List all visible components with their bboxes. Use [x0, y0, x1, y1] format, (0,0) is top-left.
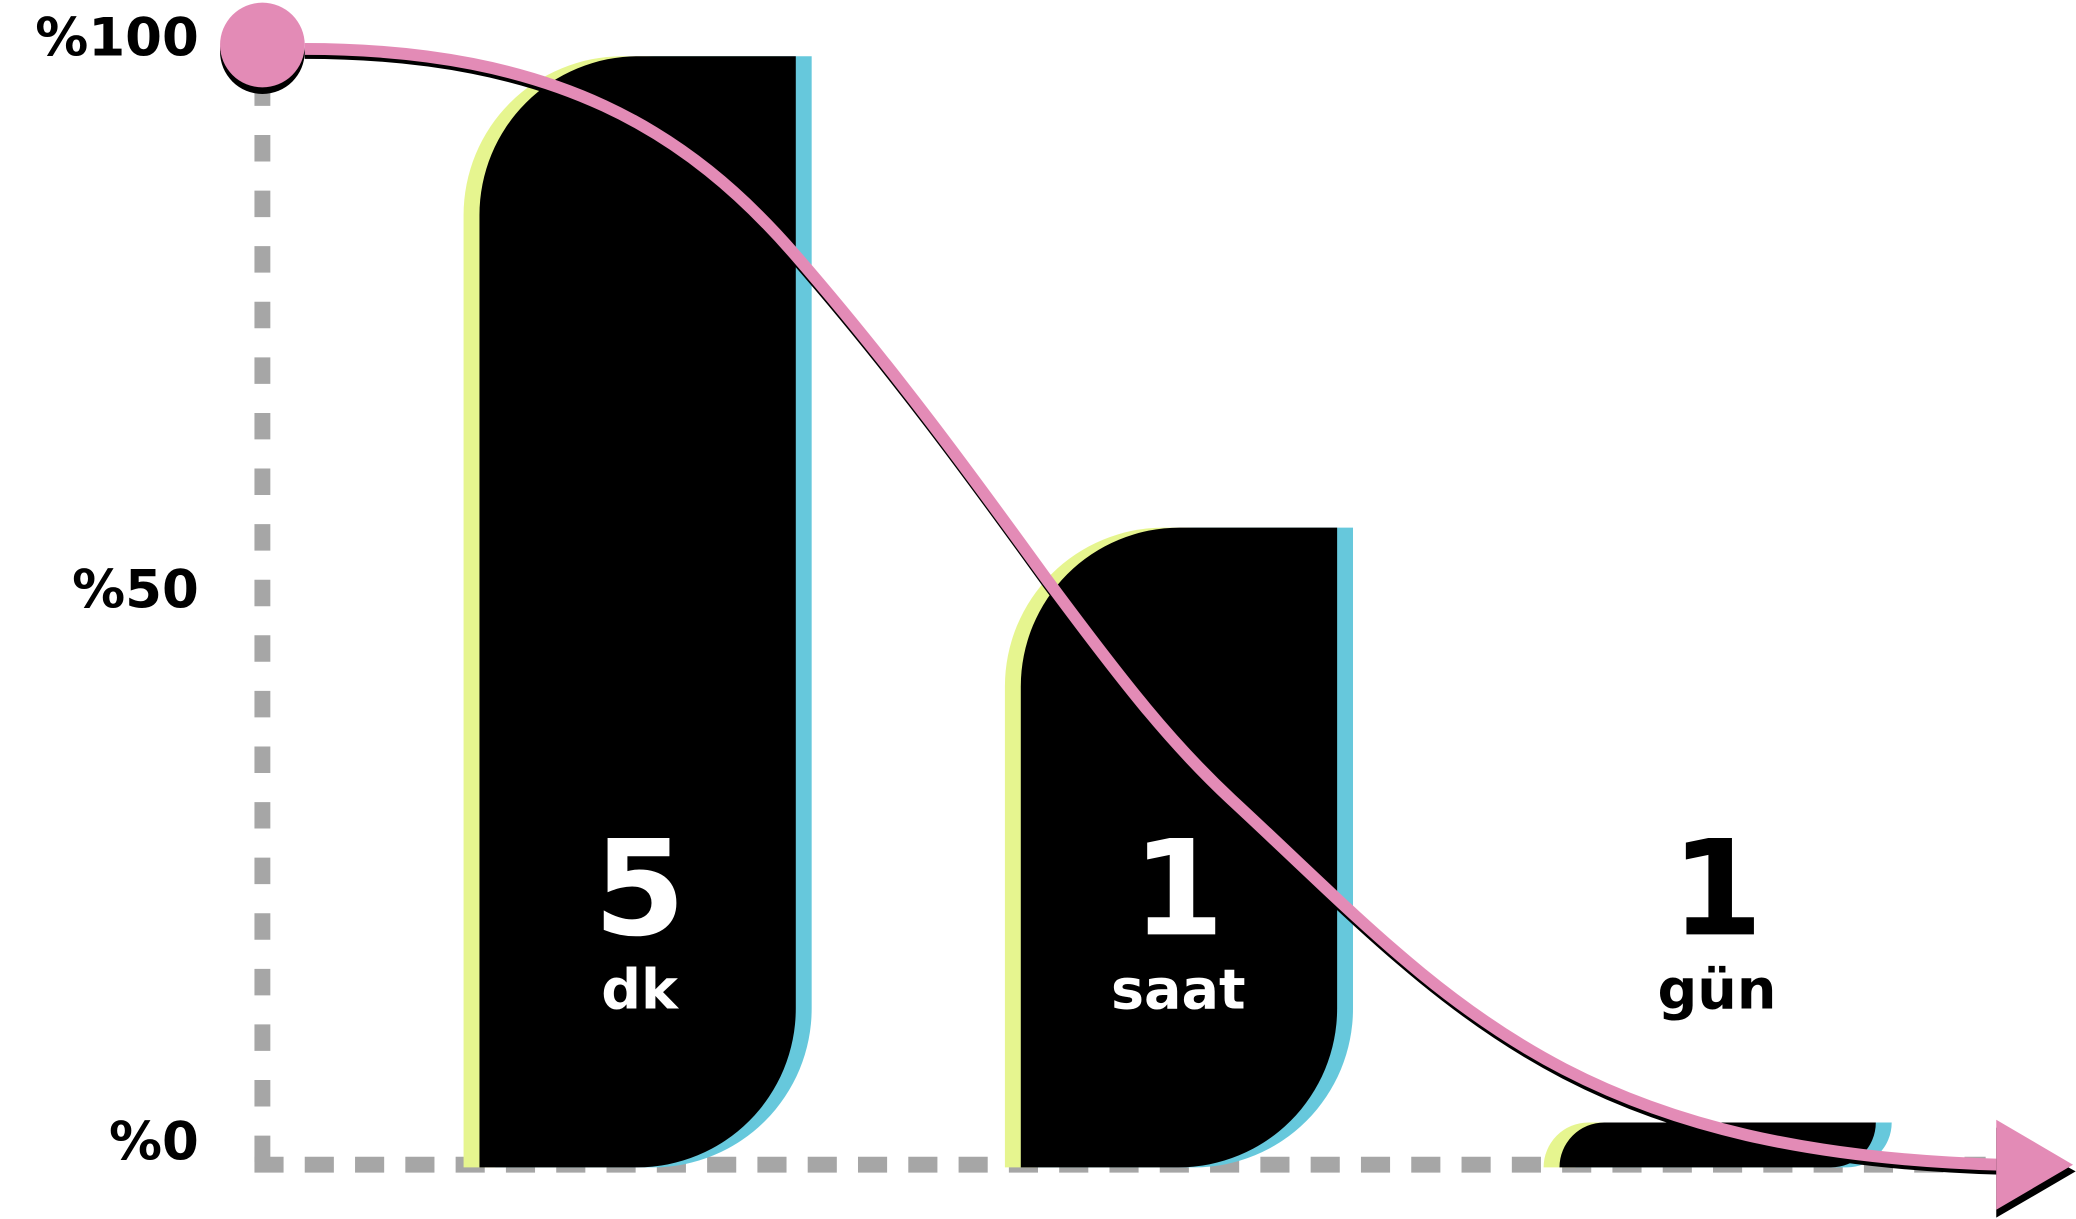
bar-group	[1004, 527, 1354, 1168]
bar-unit-label: saat	[1111, 958, 1246, 1023]
bar-group	[1543, 1122, 1892, 1168]
bar-value-label: 1	[1132, 812, 1224, 966]
arrow-head-icon	[1996, 1119, 2074, 1210]
bar-labels: 5 dk 1 saat 1 gün	[594, 812, 1777, 1022]
bar-unit-label: gün	[1658, 958, 1777, 1023]
curve-line	[304, 43, 2000, 1171]
y-tick-label: %50	[72, 560, 199, 621]
retention-curve	[220, 2, 2076, 1218]
bar	[479, 56, 796, 1168]
start-dot	[220, 2, 305, 88]
bar-group	[463, 56, 812, 1168]
bar	[1559, 1122, 1876, 1168]
y-tick-label: %0	[109, 1111, 199, 1172]
y-tick-label: %100	[35, 8, 199, 69]
bars	[463, 56, 1892, 1168]
bar-unit-label: dk	[601, 958, 680, 1023]
bar-value-label: 5	[594, 812, 686, 966]
bar	[1020, 527, 1338, 1168]
bar-value-label: 1	[1671, 812, 1763, 966]
